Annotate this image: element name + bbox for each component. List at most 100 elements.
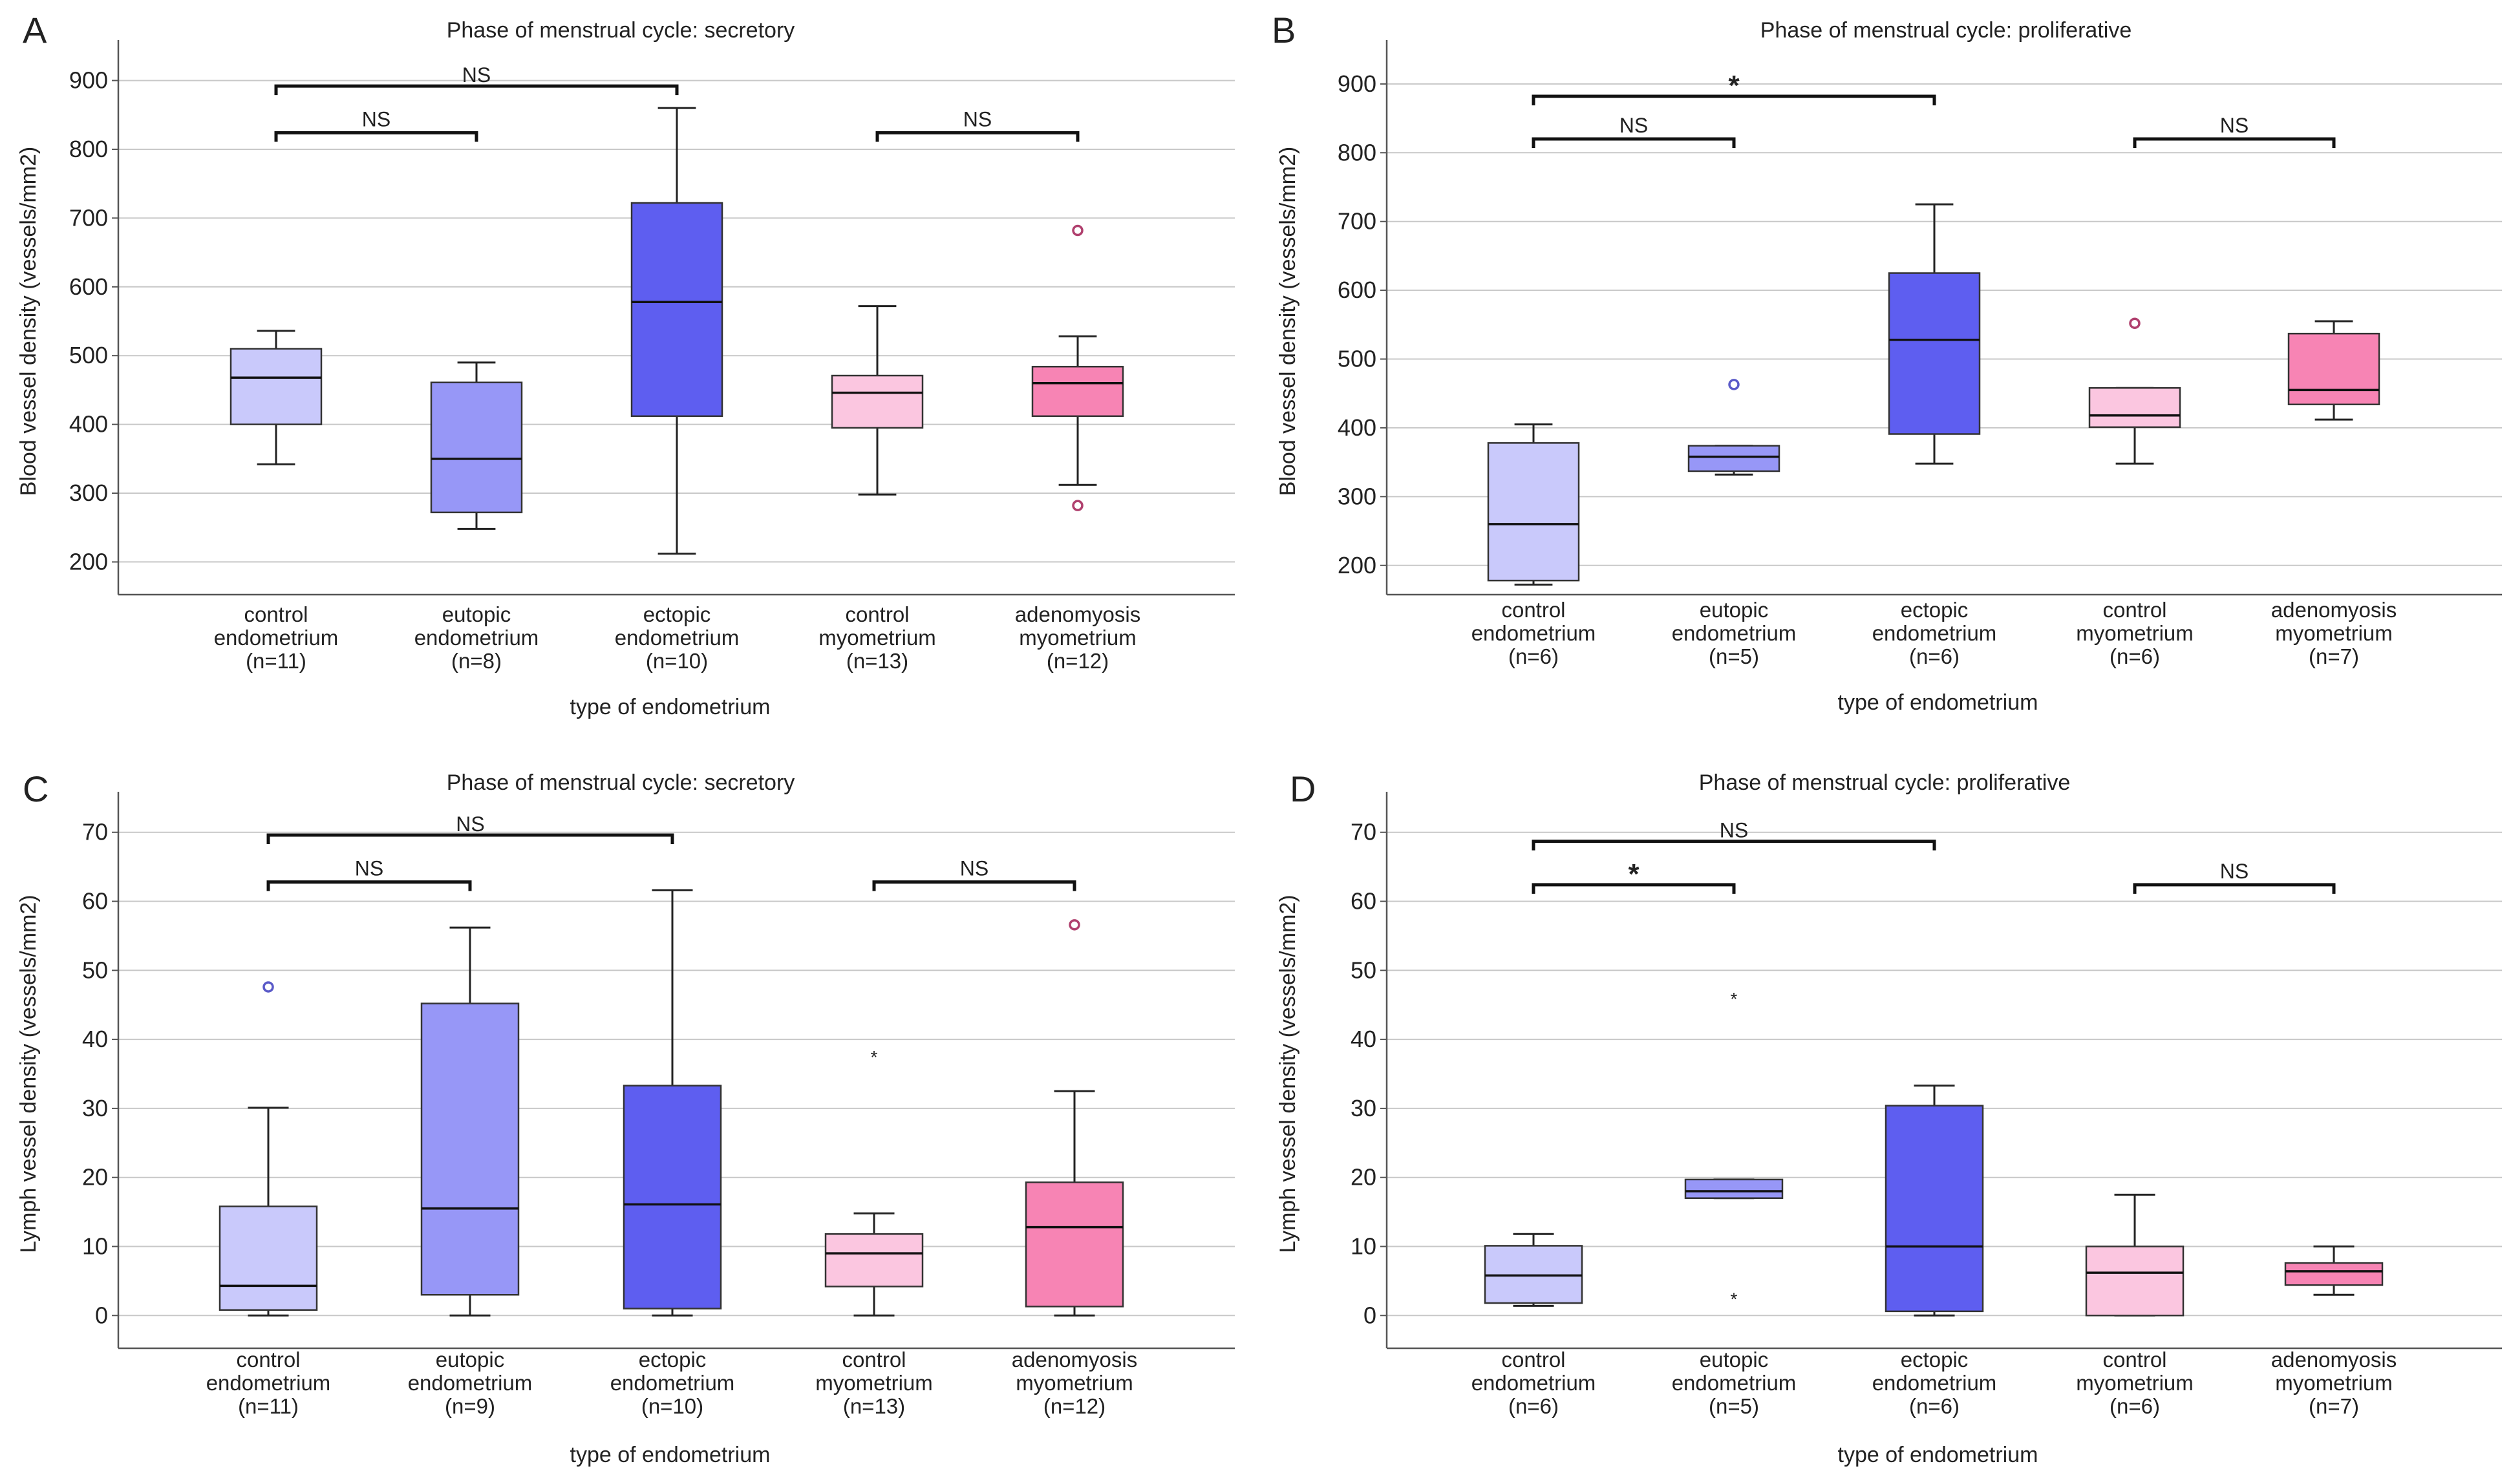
y-tick-label: 800: [1338, 139, 1376, 165]
category-label: (n=5): [1709, 1394, 1759, 1418]
category-label: (n=7): [2309, 644, 2359, 668]
panel-label: D: [1290, 768, 1316, 809]
category-label: (n=6): [1508, 1394, 1559, 1418]
panel-label: C: [23, 768, 48, 809]
panel-label: A: [23, 10, 47, 50]
category-label: (n=8): [451, 649, 502, 673]
y-axis-title: Blood vessel density (vessels/mm2): [16, 147, 41, 496]
category-label: (n=7): [2309, 1394, 2359, 1418]
y-tick-label: 30: [1351, 1095, 1376, 1121]
extreme-point: *: [1731, 989, 1738, 1009]
significance-bracket: NS: [1532, 114, 1736, 149]
category-label: (n=12): [1043, 1394, 1106, 1418]
significance-label: NS: [362, 107, 390, 131]
significance-bracket: NS: [266, 812, 674, 844]
box-4: [2287, 320, 2380, 421]
iqr-box: [230, 348, 323, 425]
category-label: adenomyosis: [2271, 598, 2397, 622]
bracket-line: [266, 833, 674, 844]
x-axis-title: type of endometrium: [570, 695, 771, 719]
category-label: (n=5): [1709, 644, 1759, 668]
category-label: (n=10): [641, 1394, 703, 1418]
y-tick-label: 60: [1351, 888, 1376, 915]
y-tick-label: 700: [1338, 208, 1376, 235]
y-tick-label: 20: [1351, 1164, 1376, 1191]
iqr-box: [2287, 332, 2380, 406]
category-label: (n=12): [1047, 649, 1109, 673]
extreme-point: *: [1731, 1289, 1738, 1309]
chart-title: Phase of menstrual cycle: secretory: [447, 18, 795, 43]
y-tick-label: 300: [69, 480, 108, 506]
box-0: [219, 981, 318, 1317]
x-axis-title: type of endometrium: [1838, 1443, 2038, 1467]
y-axis-title: Lymph vessel density (vessels/mm2): [16, 895, 41, 1253]
category-label: ectopic: [643, 602, 711, 626]
y-tick-label: 70: [1351, 819, 1376, 845]
y-tick-label: 900: [1338, 70, 1376, 97]
x-axis-title: type of endometrium: [1838, 690, 2038, 715]
category-label: control: [1501, 598, 1565, 622]
category-label: eutopic: [1700, 1348, 1768, 1372]
significance-bracket: NS: [274, 63, 679, 96]
significance-bracket: NS: [274, 107, 478, 142]
chart-title: Phase of menstrual cycle: proliferative: [1760, 18, 2132, 43]
box-0: [1487, 423, 1580, 586]
category-label: eutopic: [1700, 598, 1768, 622]
box-1: **: [1684, 989, 1784, 1309]
significance-label: NS: [1619, 114, 1648, 137]
y-tick-label: 60: [82, 888, 108, 915]
iqr-box: [1888, 272, 1981, 435]
category-label: endometrium: [1672, 621, 1797, 645]
significance-label: NS: [355, 857, 383, 880]
significance-bracket: NS: [2133, 860, 2336, 894]
category-label: control: [842, 1348, 906, 1372]
extreme-point: *: [871, 1047, 878, 1067]
iqr-box: [1025, 1181, 1124, 1308]
y-tick-label: 900: [69, 67, 108, 94]
box-4: [1025, 919, 1124, 1317]
iqr-box: [420, 1002, 520, 1296]
category-label: control: [2102, 1348, 2166, 1372]
outlier-point: [1072, 500, 1084, 511]
y-tick-label: 10: [1351, 1233, 1376, 1259]
significance-label: NS: [1720, 819, 1748, 842]
box-0: [230, 330, 323, 465]
y-tick-label: 50: [1351, 957, 1376, 983]
box-3: [2088, 317, 2181, 465]
box-1: [430, 361, 523, 530]
y-tick-label: 300: [1338, 483, 1376, 509]
category-label: control: [1501, 1348, 1565, 1372]
y-tick-label: 200: [69, 548, 108, 575]
significance-label: NS: [2220, 860, 2249, 883]
iqr-box: [2284, 1262, 2384, 1286]
significance-label: NS: [462, 63, 491, 87]
y-tick-label: 50: [82, 957, 108, 983]
bracket-line: [1532, 94, 1936, 106]
category-label: myometrium: [815, 1371, 933, 1395]
y-tick-label: 500: [1338, 346, 1376, 372]
category-label: (n=6): [1909, 644, 1960, 668]
significance-bracket: NS: [2133, 114, 2336, 149]
y-tick-label: 0: [1363, 1302, 1376, 1328]
category-label: control: [236, 1348, 300, 1372]
iqr-box: [1031, 365, 1124, 418]
y-tick-label: 30: [82, 1095, 108, 1121]
category-label: (n=6): [2110, 644, 2160, 668]
box-2: [623, 889, 722, 1317]
iqr-box: [1885, 1105, 1984, 1313]
box-1: [1687, 379, 1780, 476]
category-label: eutopic: [436, 1348, 504, 1372]
iqr-box: [623, 1085, 722, 1309]
category-label: endometrium: [206, 1371, 331, 1395]
category-label: adenomyosis: [1012, 1348, 1137, 1372]
iqr-box: [2085, 1246, 2185, 1317]
category-label: endometrium: [1872, 621, 1997, 645]
category-label: (n=9): [445, 1394, 495, 1418]
panel-c: C Phase of menstrual cycle: secretory 0 10 2…: [16, 768, 1235, 1467]
bracket-line: [2133, 883, 2336, 894]
iqr-box: [2088, 387, 2181, 429]
y-tick-label: 800: [69, 136, 108, 162]
bracket-line: [872, 880, 1076, 891]
category-label: (n=6): [1909, 1394, 1960, 1418]
category-label: myometrium: [2076, 621, 2194, 645]
